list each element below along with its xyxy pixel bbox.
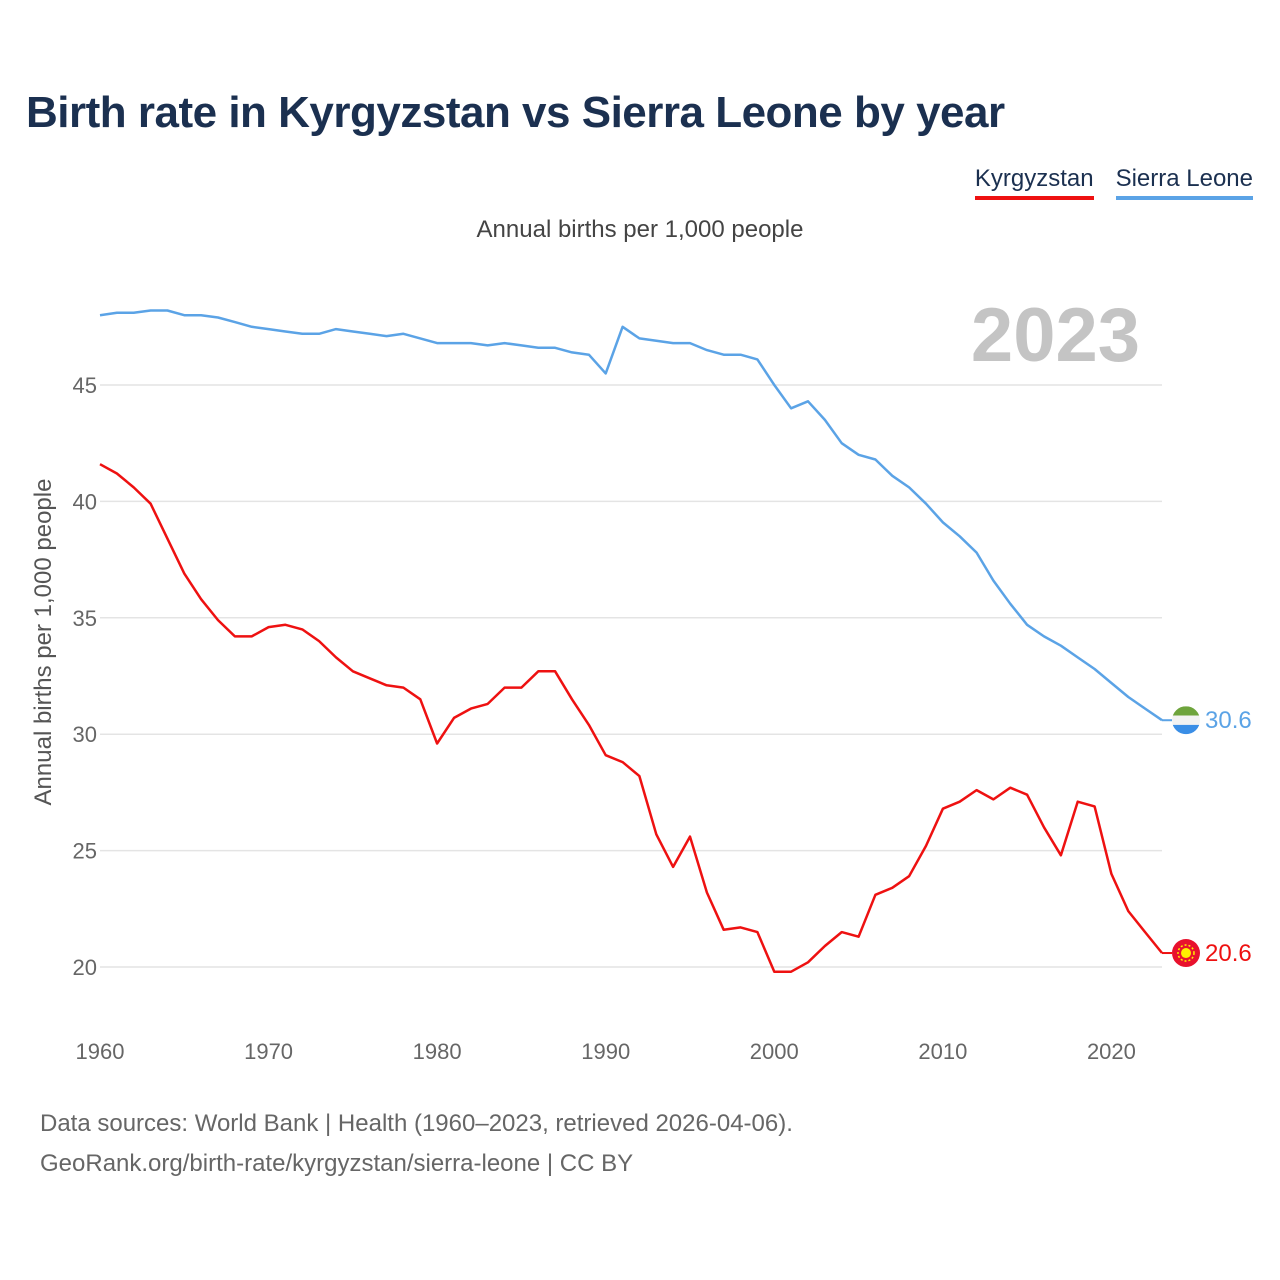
x-tick-label: 2010	[918, 1039, 967, 1064]
x-tick-label: 1980	[413, 1039, 462, 1064]
x-tick-label: 2000	[750, 1039, 799, 1064]
x-tick-label: 1990	[581, 1039, 630, 1064]
footer-link[interactable]: GeoRank.org/birth-rate/kyrgyzstan/sierra…	[40, 1150, 634, 1177]
y-tick-label: 30	[73, 722, 97, 747]
x-axis-ticks: 1960 1970 1980 1990 2000 2010 2020	[76, 1039, 1136, 1064]
sierra-leone-flag-icon	[1172, 706, 1200, 735]
footer: Data sources: World Bank | Health (1960–…	[40, 1104, 793, 1184]
end-value-label: 20.6	[1205, 940, 1252, 967]
chart-title: Birth rate in Kyrgyzstan vs Sierra Leone…	[26, 88, 1005, 137]
series-line-sierra-leone[interactable]	[99, 309, 1163, 722]
chart-subtitle: Annual births per 1,000 people	[476, 216, 804, 243]
end-value-label: 30.6	[1205, 707, 1252, 734]
y-tick-label: 40	[73, 489, 97, 514]
y-tick-label: 20	[73, 955, 97, 980]
y-tick-label: 35	[73, 606, 97, 631]
series-line-kyrgyzstan[interactable]	[99, 463, 1163, 973]
x-tick-label: 1970	[244, 1039, 293, 1064]
y-axis-label: Annual births per 1,000 people	[30, 479, 57, 806]
footer-sources: Data sources: World Bank | Health (1960–…	[40, 1110, 793, 1137]
x-tick-label: 2020	[1087, 1039, 1136, 1064]
legend-item-sierra-leone[interactable]: Sierra Leone	[1115, 164, 1253, 200]
end-markers: 20.6 30.6	[1162, 706, 1252, 968]
y-axis-ticks: 20 25 30 35 40 45	[73, 373, 97, 980]
legend: Kyrgyzstan Sierra Leone	[974, 164, 1253, 200]
kyrgyzstan-flag-icon	[1172, 939, 1200, 968]
y-tick-label: 45	[73, 373, 97, 398]
year-watermark: 2023	[971, 293, 1140, 378]
legend-item-kyrgyzstan[interactable]: Kyrgyzstan	[974, 164, 1094, 200]
series-lines	[99, 309, 1163, 973]
y-tick-label: 25	[73, 839, 97, 864]
gridlines	[100, 384, 1162, 968]
x-tick-label: 1960	[76, 1039, 125, 1064]
